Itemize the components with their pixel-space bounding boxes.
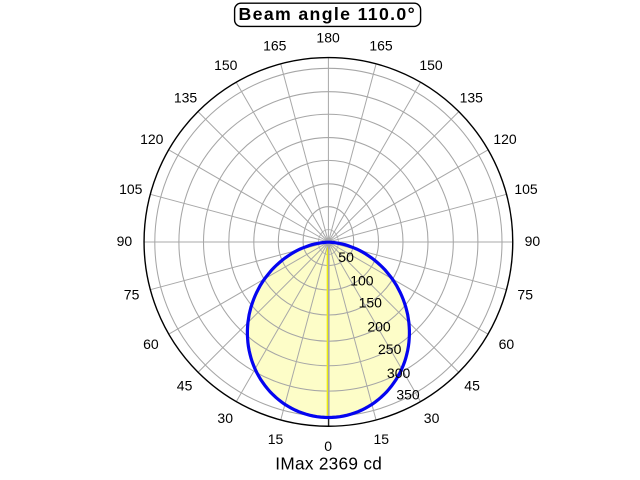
svg-text:105: 105 — [514, 181, 538, 197]
svg-text:75: 75 — [517, 287, 533, 303]
svg-text:15: 15 — [268, 431, 284, 447]
svg-text:135: 135 — [460, 89, 484, 105]
svg-text:120: 120 — [493, 131, 517, 147]
svg-text:180: 180 — [316, 30, 340, 46]
svg-text:200: 200 — [367, 318, 391, 334]
svg-text:30: 30 — [424, 410, 440, 426]
svg-text:150: 150 — [214, 57, 238, 73]
svg-text:60: 60 — [499, 336, 515, 352]
svg-text:15: 15 — [374, 431, 390, 447]
svg-text:75: 75 — [124, 287, 140, 303]
svg-text:150: 150 — [419, 57, 443, 73]
svg-text:150: 150 — [359, 294, 383, 310]
svg-text:Beam angle 110.0°: Beam angle 110.0° — [239, 4, 417, 24]
svg-text:45: 45 — [464, 377, 480, 393]
svg-text:45: 45 — [177, 377, 193, 393]
svg-text:30: 30 — [217, 410, 233, 426]
svg-text:350: 350 — [396, 387, 420, 403]
svg-text:90: 90 — [525, 233, 541, 249]
svg-text:60: 60 — [143, 336, 159, 352]
svg-text:300: 300 — [387, 365, 411, 381]
svg-text:90: 90 — [117, 233, 133, 249]
svg-text:IMax 2369 cd: IMax 2369 cd — [275, 454, 382, 474]
svg-text:50: 50 — [338, 249, 354, 265]
svg-text:165: 165 — [369, 38, 393, 54]
svg-text:100: 100 — [350, 272, 374, 288]
svg-text:250: 250 — [378, 341, 402, 357]
svg-text:135: 135 — [174, 89, 198, 105]
svg-text:120: 120 — [140, 131, 164, 147]
svg-text:165: 165 — [263, 38, 287, 54]
svg-text:0: 0 — [324, 438, 332, 454]
svg-text:105: 105 — [119, 181, 143, 197]
